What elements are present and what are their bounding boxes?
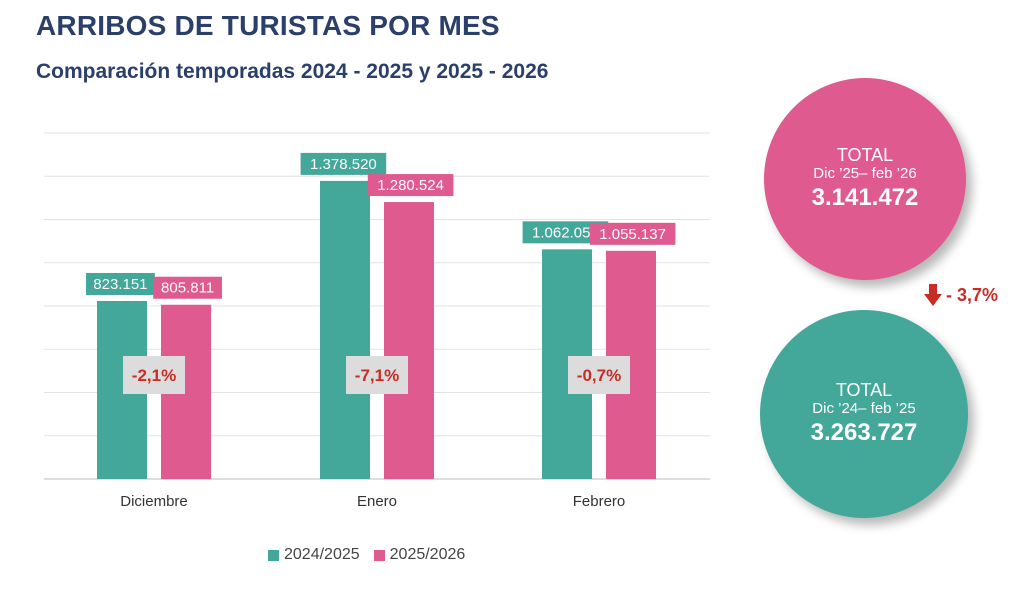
total-previous-value: 3.263.727 (810, 419, 918, 446)
data-label-box (367, 174, 454, 197)
bar (320, 180, 370, 479)
chart-title: ARRIBOS DE TURISTAS POR MES (36, 10, 500, 41)
total-previous-circle: TOTAL Dic ’24– feb ’25 3.263.727 (760, 310, 968, 518)
x-tick-label: Enero (357, 493, 397, 510)
change-badge (346, 356, 408, 394)
legend-swatch (268, 549, 279, 561)
legend-item-2025-2026: 2025/2026 (373, 546, 466, 564)
bar-chart: 823.151 805.811 -2,1% Diciembre 1.378.5201.2… (44, 132, 710, 510)
data-label: 1.062.056 (532, 224, 599, 241)
x-tick-label: Diciembre (120, 493, 188, 510)
change-label: -2,1% (132, 366, 176, 385)
data-label-box (153, 276, 222, 299)
total-change-value: - 3,7% (946, 284, 999, 305)
data-label: 1.280.524 (377, 177, 444, 194)
data-label: 805.811 (161, 280, 214, 297)
chart-subtitle: Comparación temporadas 2024 - 2025 y 202… (36, 60, 549, 83)
data-label: 823.151 (93, 276, 147, 293)
bar (384, 202, 434, 480)
data-label: 1.055.137 (599, 226, 666, 243)
legend-swatch (373, 549, 385, 561)
data-label-box (300, 152, 387, 175)
total-current-circle: TOTAL Dic ’25– feb ’26 3.141.472 (764, 78, 966, 280)
change-badge (568, 356, 630, 394)
down-arrow-icon (924, 284, 942, 306)
legend-label: 2024/2025 (284, 546, 360, 563)
data-label-box (589, 222, 676, 245)
change-label: -0,7% (577, 366, 621, 385)
total-current-period: Dic ’25– feb ’26 (813, 165, 917, 182)
total-current-label: TOTAL (836, 145, 894, 165)
data-label: 1.378.520 (310, 156, 377, 173)
total-previous-period: Dic ’24– feb ’25 (812, 400, 916, 417)
legend-item-2024-2025: 2024/2025 (268, 546, 360, 564)
total-current-value: 3.141.472 (811, 184, 919, 211)
change-label: -7,1% (355, 366, 399, 385)
legend-label: 2025/2026 (389, 546, 466, 563)
x-tick-label: Febrero (573, 493, 626, 510)
chart-legend: 2024/2025 2025/2026 (268, 546, 465, 564)
total-previous-label: TOTAL (835, 380, 893, 400)
change-badge (123, 356, 185, 394)
data-label-box (86, 272, 155, 295)
data-label-box (522, 221, 609, 244)
total-change: - 3,7% (924, 284, 998, 306)
